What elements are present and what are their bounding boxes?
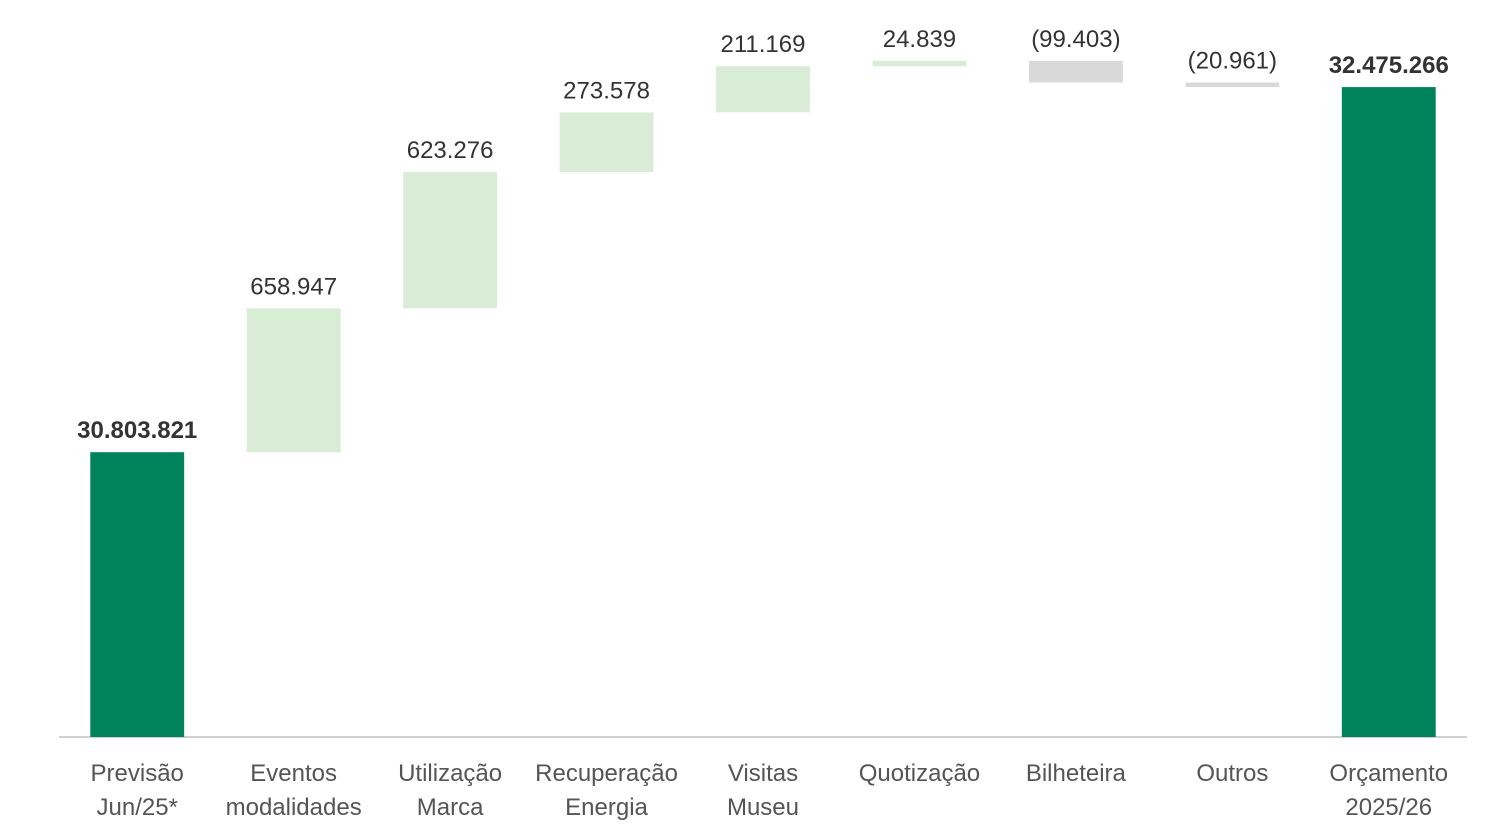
x-tick-label: Orçamento 2025/26 — [1329, 760, 1449, 821]
value-label: 30.803.821 — [77, 417, 197, 444]
value-label: 32.475.266 — [1329, 52, 1449, 79]
x-tick-label: Recuperação Energia — [535, 760, 678, 821]
bar — [403, 172, 498, 309]
bar — [872, 60, 967, 67]
value-label: (20.961) — [1188, 48, 1277, 75]
bar — [246, 308, 341, 453]
value-label: 211.169 — [721, 31, 806, 58]
bar — [1185, 82, 1280, 88]
value-label: 24.839 — [883, 26, 956, 53]
bar — [90, 452, 185, 737]
x-tick-label: Visitas Museu — [726, 760, 800, 821]
x-tick-label: Quotização — [858, 760, 981, 787]
value-label: 658.947 — [250, 273, 337, 300]
bar — [716, 66, 810, 113]
bar — [559, 112, 654, 173]
value-label: (99.403) — [1031, 26, 1120, 53]
value-label: 273.578 — [563, 77, 650, 104]
x-tick-label: Previsão Jun/25* — [90, 760, 184, 821]
x-tick-label: Bilheteira — [1025, 760, 1126, 787]
x-tick-label: Utilização Marca — [398, 760, 503, 821]
bar — [1341, 87, 1436, 737]
bar — [1028, 60, 1123, 83]
x-tick-label: Outros — [1196, 760, 1269, 787]
x-tick-label: Eventos modalidades — [225, 760, 362, 821]
value-label: 623.276 — [407, 137, 494, 164]
